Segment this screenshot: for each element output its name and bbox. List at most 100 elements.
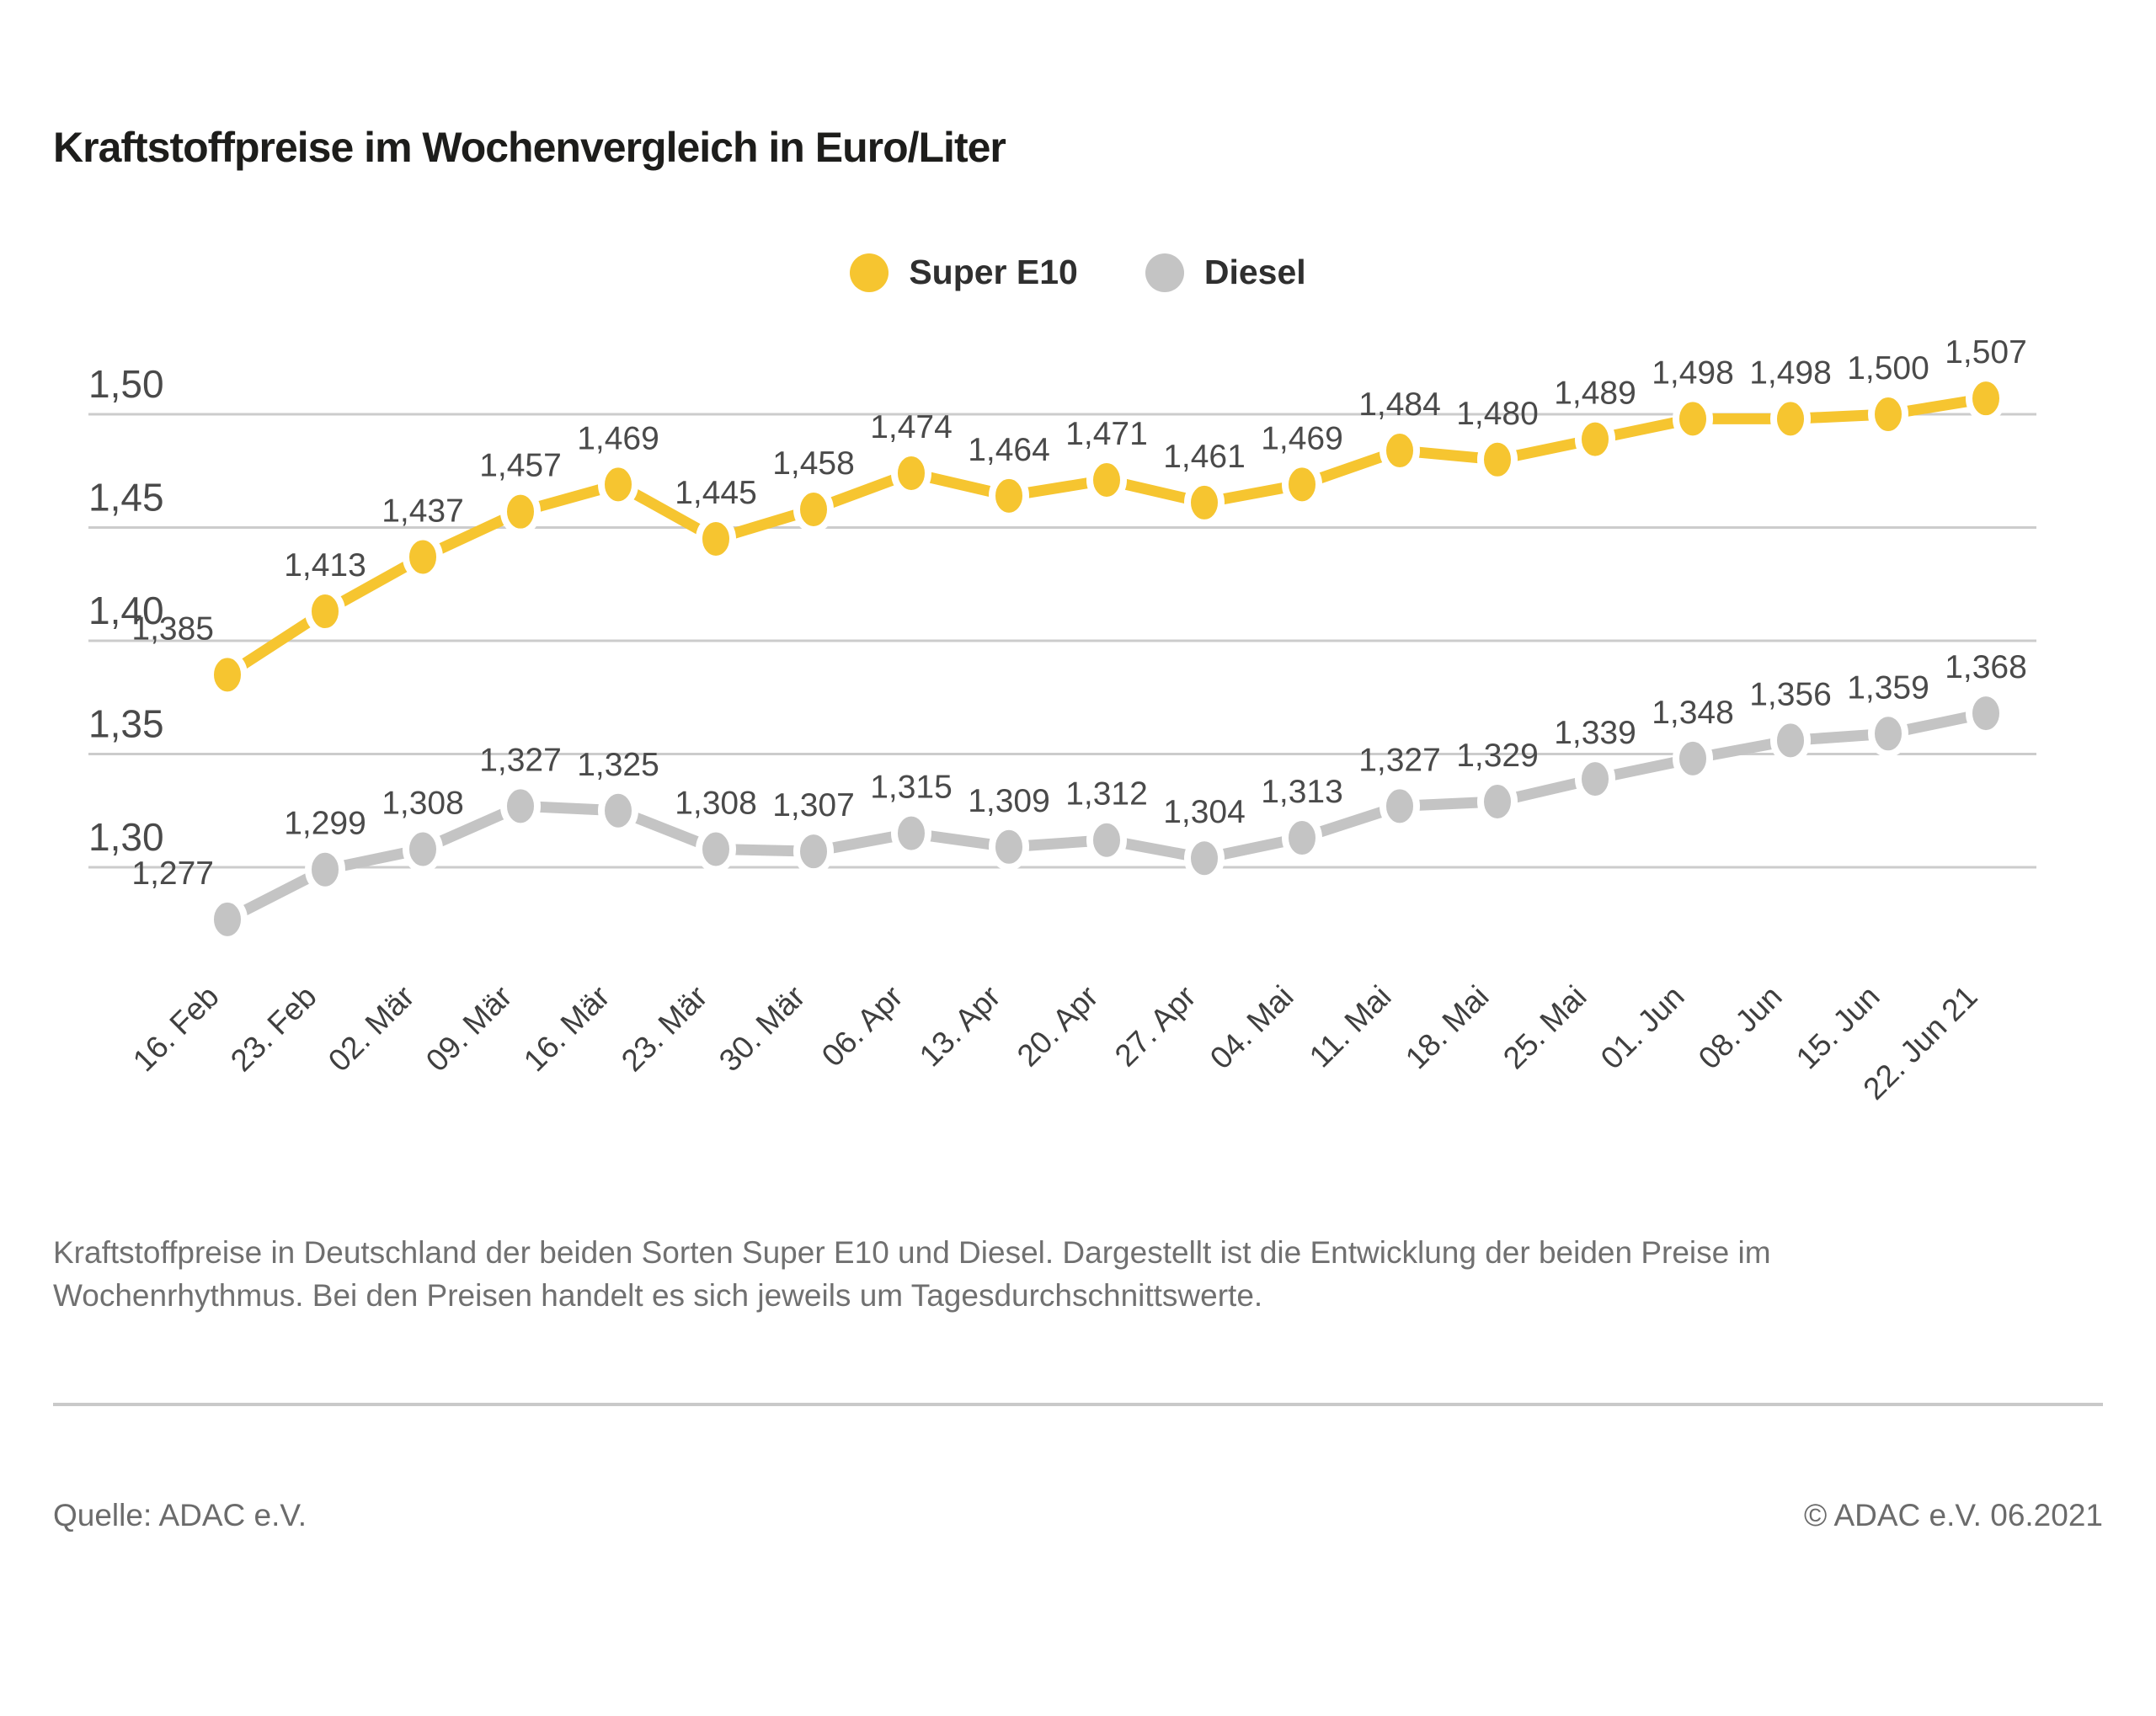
- data-point-marker: [891, 809, 931, 857]
- data-point-marker: [1380, 427, 1420, 475]
- data-point-label: 1,474: [870, 409, 953, 445]
- data-point-label: 1,461: [1163, 439, 1246, 475]
- data-point-marker: [1086, 816, 1127, 864]
- x-axis-tick-label: 20. Apr: [1011, 979, 1105, 1074]
- data-point-marker: [1184, 478, 1225, 526]
- x-axis-tick-label: 16. Mär: [517, 979, 616, 1079]
- data-point-marker: [696, 514, 736, 562]
- x-axis-tick-label: 09. Mär: [419, 979, 519, 1079]
- data-point-marker: [1086, 456, 1127, 504]
- data-point-marker: [1575, 415, 1615, 463]
- x-axis-tick-label: 30. Mär: [712, 979, 812, 1079]
- data-point-marker: [1868, 391, 1908, 438]
- legend-marker-super-e10-icon: [850, 253, 889, 292]
- data-point-label: 1,309: [968, 783, 1050, 819]
- data-point-marker: [305, 588, 345, 636]
- footer: Quelle: ADAC e.V. © ADAC e.V. 06.2021: [53, 1498, 2103, 1533]
- data-point-label: 1,325: [577, 747, 659, 783]
- data-point-label: 1,307: [772, 787, 855, 823]
- data-point-marker: [1282, 461, 1322, 509]
- x-axis-tick-label: 11. Mai: [1303, 979, 1398, 1074]
- x-axis-tick-label: 27. Apr: [1108, 979, 1203, 1074]
- legend-label-diesel: Diesel: [1203, 253, 1306, 291]
- chart-legend: Super E10 Diesel: [0, 253, 2156, 292]
- legend-marker-diesel-icon: [1145, 253, 1184, 292]
- source-label: Quelle: ADAC e.V.: [53, 1498, 307, 1532]
- data-point-marker: [1477, 777, 1518, 825]
- data-point-marker: [598, 461, 638, 509]
- x-axis-tick-label: 04. Mai: [1203, 979, 1300, 1076]
- data-point-marker: [1184, 834, 1225, 882]
- data-point-label: 1,327: [479, 742, 562, 778]
- data-point-marker: [207, 651, 248, 699]
- data-point-label: 1,507: [1945, 334, 2027, 370]
- x-axis-tick-label: 23. Mär: [615, 979, 714, 1079]
- x-axis-tick-label: 16. Feb: [126, 979, 226, 1079]
- x-axis-tick-label: 18. Mai: [1399, 979, 1496, 1076]
- data-point-label: 1,359: [1847, 669, 1929, 706]
- x-axis-tick-label: 23. Feb: [224, 979, 323, 1079]
- data-point-label: 1,464: [968, 432, 1050, 468]
- data-point-label: 1,312: [1065, 776, 1148, 813]
- y-axis-tick-label: 1,45: [88, 476, 164, 520]
- data-point-label: 1,304: [1163, 794, 1246, 830]
- data-point-label: 1,313: [1261, 774, 1343, 810]
- data-point-label: 1,413: [284, 547, 366, 584]
- copyright-label: © ADAC e.V. 06.2021: [1803, 1498, 2103, 1532]
- data-point-marker: [793, 828, 834, 876]
- data-point-marker: [1868, 710, 1908, 758]
- data-point-marker: [989, 823, 1029, 871]
- data-point-label: 1,308: [675, 785, 757, 821]
- x-axis-tick-label: 08. Jun: [1692, 979, 1789, 1076]
- data-point-marker: [1380, 782, 1420, 830]
- data-point-marker: [1575, 755, 1615, 803]
- y-axis-tick-label: 1,40: [88, 589, 164, 632]
- data-point-marker: [403, 533, 443, 581]
- data-point-label: 1,356: [1749, 676, 1832, 712]
- data-point-marker: [1966, 375, 2006, 423]
- x-axis-tick-label: 02. Mär: [322, 979, 421, 1079]
- data-point-label: 1,385: [131, 610, 214, 647]
- divider-line: [53, 1403, 2103, 1406]
- data-point-marker: [403, 825, 443, 873]
- data-point-label: 1,469: [1261, 420, 1343, 456]
- legend-label-super-e10: Super E10: [909, 253, 1078, 291]
- x-axis-tick-label: 01. Jun: [1594, 979, 1691, 1076]
- data-point-label: 1,308: [382, 785, 464, 821]
- data-point-marker: [1966, 690, 2006, 738]
- legend-item-diesel: Diesel: [1145, 253, 1306, 292]
- x-axis-tick-label: 06. Apr: [815, 979, 910, 1074]
- data-point-marker: [696, 825, 736, 873]
- x-axis-tick-label: 13. Apr: [913, 979, 1007, 1074]
- data-point-label: 1,471: [1065, 416, 1148, 452]
- data-point-label: 1,348: [1652, 695, 1734, 731]
- data-point-marker: [1770, 717, 1811, 765]
- data-point-label: 1,484: [1358, 386, 1441, 423]
- data-point-marker: [1477, 435, 1518, 483]
- y-axis-tick-label: 1,50: [88, 362, 164, 406]
- data-point-label: 1,469: [577, 420, 659, 456]
- y-axis-tick-label: 1,30: [88, 815, 164, 859]
- data-point-label: 1,498: [1652, 354, 1734, 391]
- data-point-label: 1,437: [382, 493, 464, 529]
- data-point-label: 1,500: [1847, 350, 1929, 386]
- data-point-label: 1,480: [1456, 396, 1539, 432]
- data-point-marker: [500, 782, 541, 830]
- data-point-label: 1,368: [1945, 649, 2027, 685]
- data-point-marker: [989, 472, 1029, 520]
- data-point-label: 1,498: [1749, 354, 1832, 391]
- data-point-label: 1,489: [1554, 376, 1636, 412]
- data-point-label: 1,457: [479, 448, 562, 484]
- data-point-label: 1,299: [284, 806, 366, 842]
- page-title: Kraftstoffpreise im Wochenvergleich in E…: [53, 123, 1006, 171]
- data-point-marker: [1282, 814, 1322, 862]
- data-point-marker: [1770, 395, 1811, 443]
- data-point-marker: [1673, 395, 1713, 443]
- data-point-marker: [207, 895, 248, 943]
- data-point-marker: [500, 488, 541, 536]
- data-point-marker: [1673, 734, 1713, 782]
- data-point-marker: [793, 485, 834, 533]
- x-axis-tick-label: 25. Mai: [1497, 979, 1593, 1076]
